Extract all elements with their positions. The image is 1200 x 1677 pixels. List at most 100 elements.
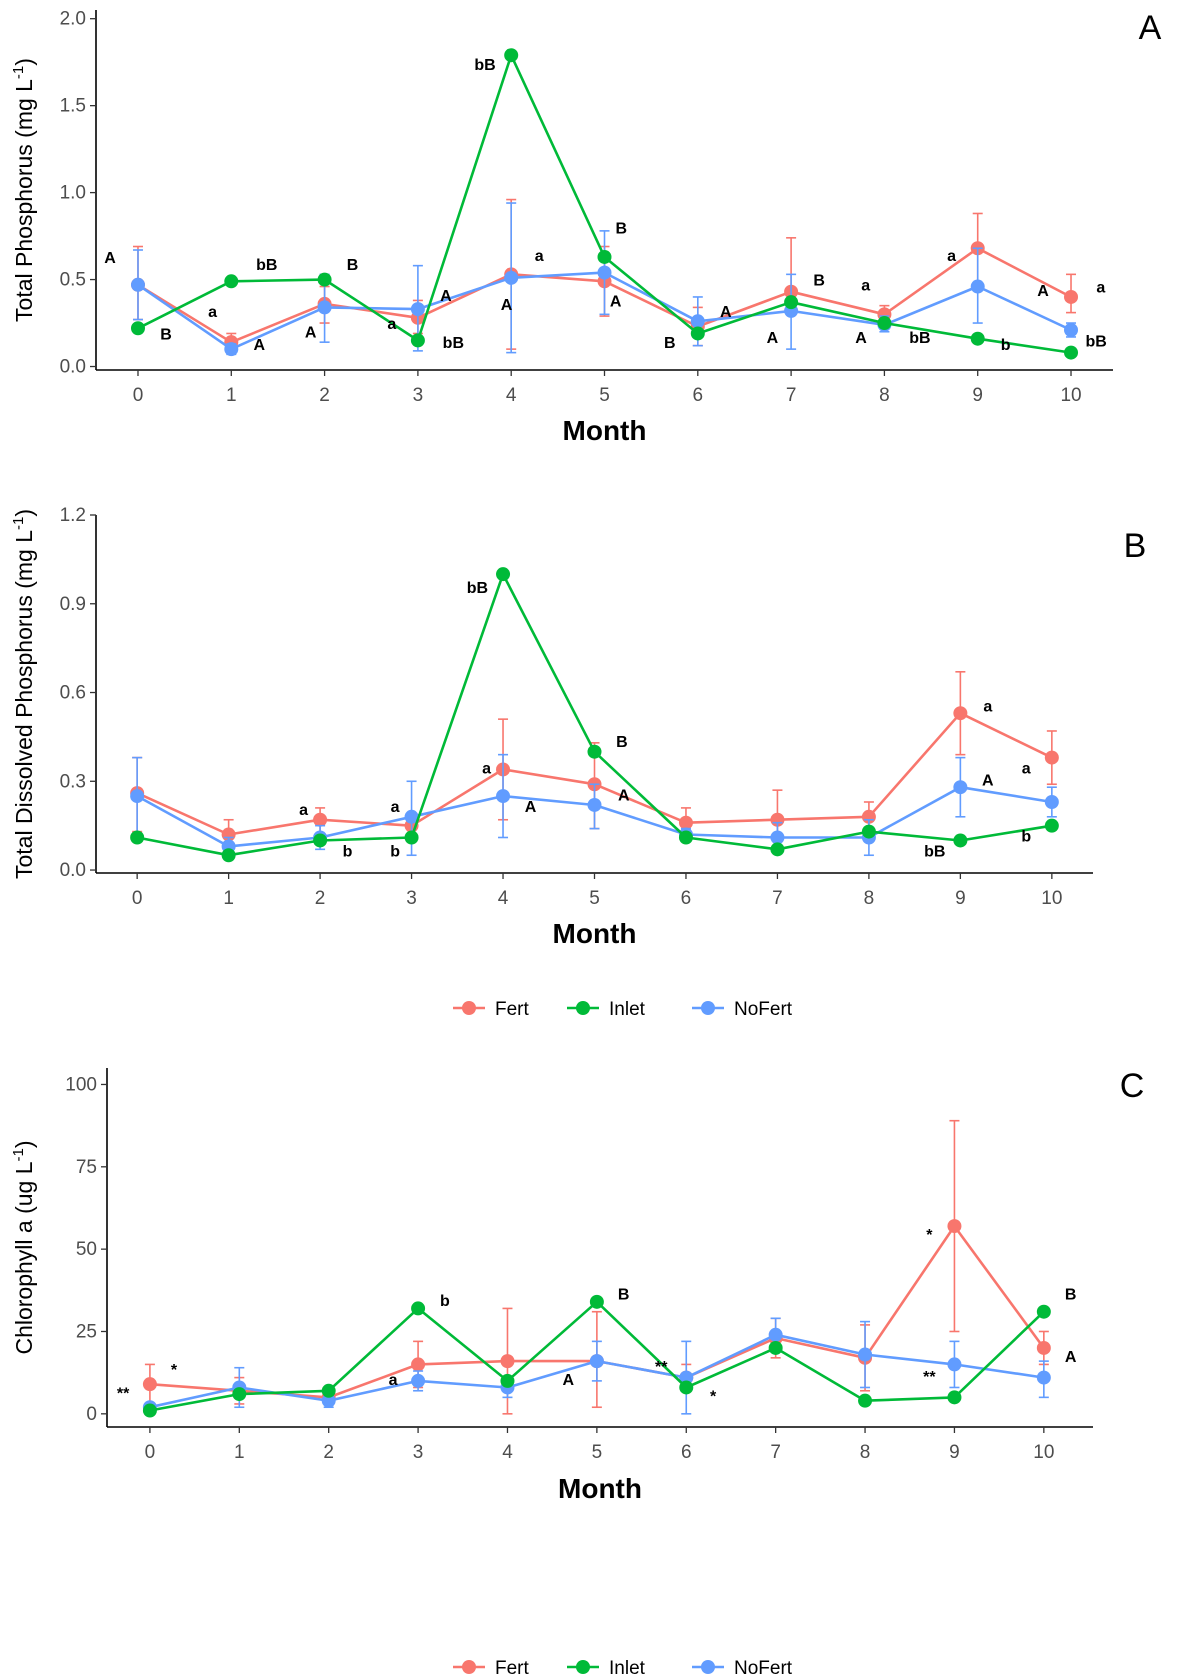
significance-label: a [861,278,870,295]
significance-label: B [664,335,676,352]
data-point [496,789,511,804]
series-inlet [130,48,1079,360]
data-point [504,270,519,285]
y-axis-title: Chlorophyll a (ug L-1) [10,1140,37,1354]
significance-label: a [1096,279,1105,296]
x-tick-label: 5 [592,1442,603,1463]
significance-label: A [855,330,867,347]
data-point [411,1301,426,1316]
legend-label: Fert [495,999,530,1020]
data-point [313,833,328,848]
panel-letter: B [1124,527,1147,565]
x-tick-label: 2 [323,1442,334,1463]
x-tick-label: 0 [145,1442,156,1463]
data-point [500,1354,515,1369]
data-point [947,1390,962,1405]
significance-label: * [710,1389,717,1406]
data-point [232,1387,247,1402]
significance-label: a [299,802,308,819]
significance-label: A [982,772,994,789]
x-tick-label: 8 [864,888,875,909]
x-tick-label: 2 [315,888,326,909]
significance-label: A [767,330,779,347]
annotations: a b a b bB a A B Aa Aa bB b [299,580,1031,860]
legend-marker [576,1660,590,1674]
significance-label: B [616,734,628,751]
significance-label: A [305,325,317,342]
significance-label: bB [443,335,464,352]
data-point [411,1373,426,1388]
data-point [678,830,693,845]
data-point [587,744,602,759]
y-tick-label: 0.0 [60,860,86,881]
x-tick-label: 9 [949,1442,960,1463]
x-axis-title: Month [558,1473,642,1504]
significance-label: bB [924,844,945,861]
legend-entry-fert: Fert [453,1658,530,1677]
significance-label: a [387,316,396,333]
legend-label: Inlet [609,1658,646,1677]
data-point [953,780,968,795]
data-point [410,302,425,317]
data-point [589,1294,604,1309]
significance-label: bB [1086,333,1107,350]
data-point [313,812,328,827]
significance-label: B [616,220,628,237]
data-point [768,1327,783,1342]
y-tick-label: 2.0 [60,9,86,30]
x-tick-label: 5 [599,385,610,406]
x-tick-label: 10 [1033,1442,1054,1463]
data-point [861,824,876,839]
significance-label: A [720,304,732,321]
x-tick-label: 6 [693,385,704,406]
significance-label: a [391,799,400,816]
y-tick-label: 100 [65,1074,97,1095]
data-point [410,333,425,348]
significance-label: B [1065,1286,1077,1303]
data-point [690,326,705,341]
significance-label: ** [117,1385,130,1402]
data-point [1044,818,1059,833]
significance-label: bB [909,330,930,347]
x-tick-label: 4 [498,888,509,909]
significance-label: a [1022,761,1031,778]
data-point [970,279,985,294]
data-point [130,789,145,804]
x-axis-title: Month [563,415,647,446]
x-tick-label: 3 [413,1442,424,1463]
y-tick-label: 0.6 [60,683,86,704]
data-point [317,272,332,287]
panel-letter: A [1139,9,1162,47]
legend-marker [701,1001,715,1015]
y-tick-label: 0 [86,1404,97,1425]
x-tick-label: 3 [406,888,417,909]
data-point [500,1373,515,1388]
y-tick-label: 0.5 [60,270,86,291]
legend-label: Fert [495,1658,530,1677]
x-tick-label: 5 [589,888,600,909]
significance-label: A [104,250,116,267]
data-point [496,567,511,582]
data-point [1036,1304,1051,1319]
significance-label: B [813,273,825,290]
significance-label: B [618,1286,630,1303]
y-tick-label: 0.9 [60,594,86,615]
data-point [953,833,968,848]
data-point [770,842,785,857]
significance-label: a [482,761,491,778]
data-point [947,1219,962,1234]
x-tick-label: 10 [1060,385,1081,406]
x-tick-label: 7 [770,1442,781,1463]
significance-label: A [610,293,622,310]
data-point [1036,1370,1051,1385]
significance-label: b [1001,337,1011,354]
annotations: A Ba AbB A Ba AbB AbB a A B B A A B a A bB a b A a bB [104,57,1107,354]
data-point [321,1383,336,1398]
data-point [877,316,892,331]
legend-label: NoFert [734,999,793,1020]
x-tick-label: 4 [506,385,517,406]
data-point [784,295,799,310]
significance-label: A [525,799,537,816]
legend-marker [576,1001,590,1015]
